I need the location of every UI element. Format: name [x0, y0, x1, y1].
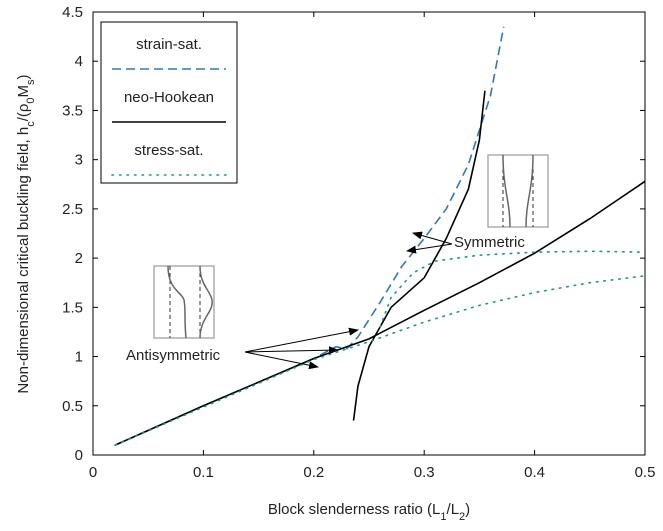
label-part: 1 [440, 511, 446, 523]
series-line [379, 250, 646, 328]
annotation: Antisymmetric [126, 347, 221, 364]
label-part: Non-dimensional critical buckling field,… [15, 127, 32, 394]
x-tick-label: 0.3 [414, 464, 435, 481]
inset-antisymmetric [153, 265, 215, 339]
label-part: 2 [459, 511, 465, 523]
x-tick-label: 0 [89, 464, 97, 481]
y-tick-label: 2 [75, 250, 83, 267]
annotation-arrows [244, 231, 453, 370]
plot-frame [92, 11, 646, 456]
x-tick-label: 0.2 [303, 464, 324, 481]
y-tick-label: 0.5 [62, 398, 83, 415]
plot-content [92, 11, 646, 456]
x-axis-label: Block slenderness ratio (L1/L2) [268, 501, 470, 523]
x-tick-label: 0.1 [193, 464, 214, 481]
label-part: /L [447, 501, 460, 518]
label-part: ) [15, 74, 32, 79]
y-axis-label: Non-dimensional critical buckling field,… [15, 74, 37, 393]
y-tick-label: 4 [75, 53, 83, 70]
y-tick-label: 4.5 [62, 4, 83, 21]
label-part: s [25, 79, 37, 85]
label-part: /(ρ [15, 104, 32, 122]
series-line [114, 180, 646, 446]
y-tick-label: 3 [75, 152, 83, 169]
x-tick-label: 0.4 [524, 464, 545, 481]
legend: strain-sat. neo-Hookean stress-sat. [100, 21, 238, 184]
series-line [352, 90, 486, 421]
legend-label: stress-sat. [134, 142, 203, 159]
y-tick-label: 2.5 [62, 201, 83, 218]
series-line [114, 275, 646, 446]
y-tick-label: 3.5 [62, 102, 83, 119]
legend-label: strain-sat. [136, 36, 202, 53]
label-part: M [15, 85, 32, 98]
label-part: 0 [25, 97, 37, 103]
legend-label: neo-Hookean [124, 89, 214, 106]
label-part: c [25, 121, 37, 127]
label-part: Block slenderness ratio (L [268, 501, 441, 518]
y-tick-label: 1.5 [62, 299, 83, 316]
x-tick-label: 0.5 [635, 464, 656, 481]
label-part: ) [465, 501, 470, 518]
inset-symmetric [487, 154, 549, 228]
y-tick-label: 0 [75, 447, 83, 464]
y-tick-label: 1 [75, 349, 83, 366]
annotation: Symmetric [454, 234, 525, 251]
